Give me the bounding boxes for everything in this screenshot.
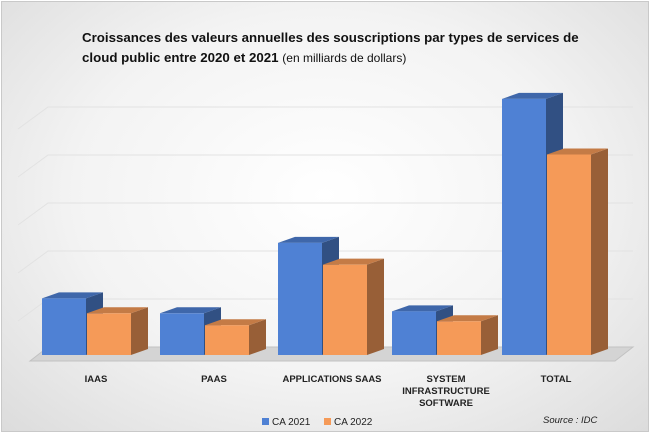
bar-front bbox=[87, 313, 131, 355]
bar-front bbox=[160, 313, 204, 355]
gridline bbox=[17, 250, 633, 274]
bar-ca2022-1 bbox=[205, 319, 266, 355]
legend-item-ca2022: CA 2022 bbox=[324, 417, 373, 428]
bar-top bbox=[502, 92, 563, 99]
bar-front bbox=[437, 321, 481, 355]
category-labels: IAAS PAAS APPLICATIONS SAAS SYSTEMINFRASTRU… bbox=[85, 374, 572, 409]
gridline bbox=[17, 106, 633, 130]
category-label: TOTAL bbox=[541, 374, 572, 385]
bar-top bbox=[437, 315, 498, 322]
legend-swatch bbox=[262, 418, 269, 425]
bar-front bbox=[502, 98, 546, 356]
bar-side bbox=[249, 319, 266, 355]
bar-ca2022-2 bbox=[323, 258, 384, 355]
bar-top bbox=[323, 258, 384, 265]
bar-side bbox=[481, 315, 498, 355]
bar-top bbox=[87, 307, 148, 314]
bar-front bbox=[278, 242, 322, 355]
bar-front bbox=[392, 311, 436, 355]
legend-label: CA 2022 bbox=[334, 417, 373, 428]
chart-legend: CA 2021 CA 2022 bbox=[262, 417, 373, 428]
chart-title: Croissances des valeurs annuelles des so… bbox=[82, 28, 602, 68]
gridline bbox=[17, 202, 633, 226]
legend-label: CA 2021 bbox=[272, 417, 311, 428]
bar-front bbox=[42, 298, 86, 355]
category-label: INFRASTRUCTURE bbox=[402, 386, 490, 397]
bar-front bbox=[323, 264, 367, 355]
bar-ca2022-0 bbox=[87, 307, 148, 355]
legend-swatch bbox=[324, 418, 331, 425]
category-label: SOFTWARE bbox=[419, 398, 473, 409]
category-label: SYSTEM bbox=[426, 374, 465, 385]
bar-top bbox=[278, 236, 339, 243]
bar-top bbox=[392, 305, 453, 312]
source-note: Source : IDC bbox=[543, 415, 598, 426]
bar-top bbox=[160, 307, 221, 314]
category-label: IAAS bbox=[85, 374, 108, 385]
bar-top bbox=[205, 319, 266, 326]
bar-side bbox=[591, 148, 608, 355]
bar-top bbox=[42, 292, 103, 299]
bar-side bbox=[367, 258, 384, 355]
chart-bars bbox=[42, 92, 608, 356]
bar-front bbox=[547, 154, 591, 355]
bar-ca2022-4 bbox=[547, 148, 608, 355]
chart-title-main: Croissances des valeurs annuelles des so… bbox=[82, 30, 579, 65]
bar-top bbox=[547, 148, 608, 155]
bar-front bbox=[205, 325, 249, 355]
legend-item-ca2021: CA 2021 bbox=[262, 417, 311, 428]
bar-side bbox=[131, 307, 148, 355]
category-label: APPLICATIONS SAAS bbox=[282, 374, 381, 385]
bar-ca2022-3 bbox=[437, 315, 498, 355]
chart-title-unit: (en milliards de dollars) bbox=[282, 51, 407, 65]
gridline bbox=[17, 154, 633, 178]
category-label: PAAS bbox=[201, 374, 227, 385]
